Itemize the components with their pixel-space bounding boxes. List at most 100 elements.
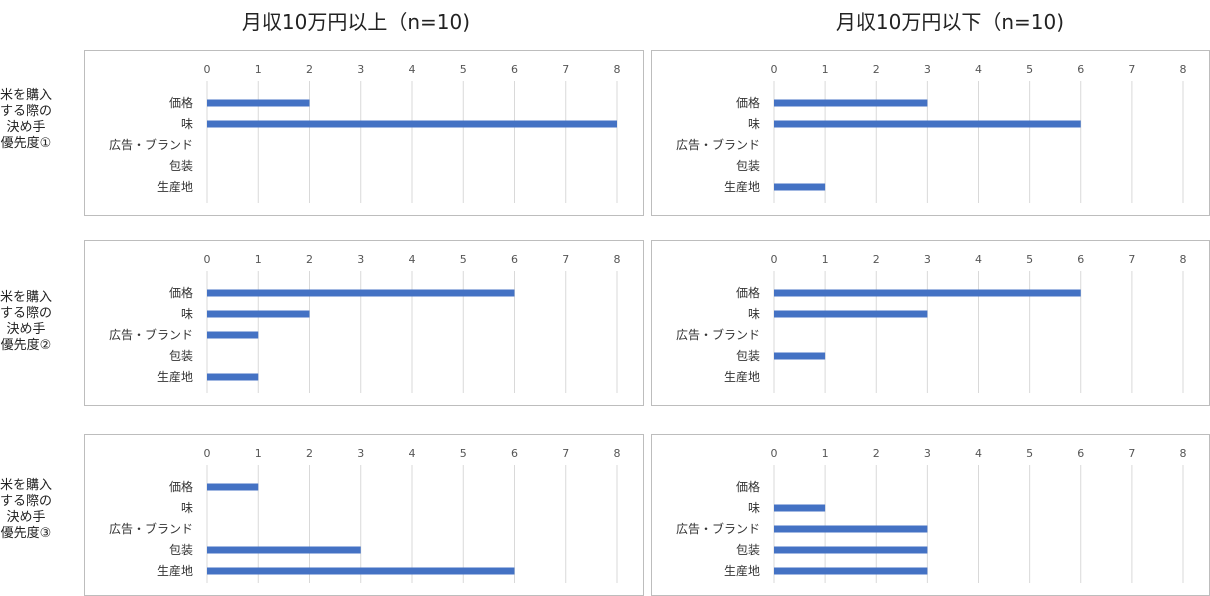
x-tick-label: 1	[822, 63, 829, 76]
x-tick-label: 5	[1026, 447, 1033, 460]
category-label: 生産地	[157, 179, 193, 194]
category-label: 味	[748, 501, 760, 515]
category-label: 包装	[169, 159, 193, 173]
bar	[774, 352, 826, 360]
row-label-priority-2: 米を購入 する際の 決め手 優先度②	[0, 290, 53, 353]
x-tick-label: 3	[357, 253, 364, 266]
x-tick-label: 8	[1180, 63, 1187, 76]
category-label: 価格	[169, 95, 193, 110]
category-label: 包装	[736, 349, 760, 363]
x-tick-label: 0	[204, 63, 211, 76]
bar	[207, 289, 515, 297]
x-tick-label: 2	[306, 253, 313, 266]
x-tick-label: 4	[975, 253, 982, 266]
bar	[774, 183, 826, 191]
category-label: 広告・ブランド	[109, 521, 193, 536]
bar	[774, 525, 928, 533]
chart-panel-priority-1-low: 0 1 2 3 4 5 6 7 8 価格味広告・ブランド 包装 生産地	[651, 50, 1210, 216]
bar	[774, 120, 1081, 128]
category-label: 価格	[736, 95, 760, 110]
x-tick-label: 6	[511, 63, 518, 76]
chart-panel-priority-3-low: 0 1 2 3 4 5 6 7 8 価格味広告・ブランド 包装 生産地	[651, 434, 1210, 596]
x-tick-label: 4	[409, 253, 416, 266]
x-tick-label: 6	[1077, 447, 1084, 460]
x-tick-label: 7	[562, 253, 569, 266]
category-label: 生産地	[724, 179, 760, 194]
row-label-priority-3: 米を購入 する際の 決め手 優先度③	[0, 478, 53, 541]
chart-panel-priority-2-low: 0 1 2 3 4 5 6 7 8 価格味広告・ブランド 包装 生産地	[651, 240, 1210, 406]
x-tick-label: 2	[873, 253, 880, 266]
chart-panel-priority-2-high: 0 1 2 3 4 5 6 7 8 価格味広告・ブランド 包装 生産地	[84, 240, 644, 406]
category-label: 価格	[169, 285, 193, 300]
category-label: 生産地	[157, 369, 193, 384]
category-label: 生産地	[157, 563, 193, 578]
category-label: 価格	[169, 479, 193, 494]
category-label: 広告・ブランド	[109, 327, 193, 342]
bar	[207, 120, 617, 128]
x-tick-label: 2	[873, 63, 880, 76]
x-tick-label: 4	[409, 63, 416, 76]
x-tick-label: 3	[924, 63, 931, 76]
category-label: 広告・ブランド	[676, 327, 760, 342]
bar	[774, 99, 928, 107]
x-tick-label: 7	[1128, 447, 1135, 460]
x-tick-label: 0	[771, 63, 778, 76]
bar	[207, 546, 361, 554]
x-tick-label: 0	[771, 447, 778, 460]
x-tick-label: 1	[255, 63, 262, 76]
bar	[207, 567, 515, 575]
category-label: 味	[748, 117, 760, 131]
x-tick-label: 5	[460, 253, 467, 266]
category-label: 生産地	[724, 369, 760, 384]
x-tick-label: 6	[511, 253, 518, 266]
category-label: 生産地	[724, 563, 760, 578]
x-tick-label: 8	[1180, 253, 1187, 266]
x-tick-label: 5	[460, 447, 467, 460]
x-tick-label: 6	[511, 447, 518, 460]
x-tick-label: 4	[409, 447, 416, 460]
category-label: 価格	[736, 285, 760, 300]
category-label: 広告・ブランド	[676, 521, 760, 536]
x-tick-label: 8	[614, 253, 621, 266]
bar	[207, 483, 259, 491]
category-label: 広告・ブランド	[109, 137, 193, 152]
x-tick-label: 1	[822, 253, 829, 266]
x-tick-label: 7	[562, 63, 569, 76]
x-tick-label: 8	[614, 447, 621, 460]
x-tick-label: 8	[1180, 447, 1187, 460]
category-label: 広告・ブランド	[676, 137, 760, 152]
bar	[774, 504, 826, 512]
x-tick-label: 3	[924, 447, 931, 460]
x-tick-label: 1	[255, 253, 262, 266]
category-label: 包装	[169, 543, 193, 557]
column-title-low-income: 月収10万円以下（n=10)	[835, 10, 1065, 34]
x-tick-label: 0	[204, 447, 211, 460]
x-tick-label: 2	[306, 447, 313, 460]
category-label: 味	[748, 307, 760, 321]
x-tick-label: 7	[1128, 253, 1135, 266]
x-tick-label: 6	[1077, 253, 1084, 266]
x-tick-label: 3	[357, 63, 364, 76]
x-tick-label: 6	[1077, 63, 1084, 76]
bar	[207, 373, 259, 381]
x-tick-label: 3	[924, 253, 931, 266]
bar	[774, 567, 928, 575]
chart-panel-priority-1-high: 0 1 2 3 4 5 6 7 8 価格味広告・ブランド 包装 生産地	[84, 50, 644, 216]
row-label-priority-1: 米を購入 する際の 決め手 優先度①	[0, 88, 53, 151]
category-label: 包装	[736, 543, 760, 557]
category-label: 味	[181, 307, 193, 321]
x-tick-label: 8	[614, 63, 621, 76]
category-label: 価格	[736, 479, 760, 494]
bar	[207, 99, 310, 107]
category-label: 包装	[736, 159, 760, 173]
x-tick-label: 0	[204, 253, 211, 266]
x-tick-label: 7	[1128, 63, 1135, 76]
category-label: 味	[181, 117, 193, 131]
x-tick-label: 4	[975, 63, 982, 76]
chart-panel-priority-3-high: 0 1 2 3 4 5 6 7 8 価格味広告・ブランド 包装 生産地	[84, 434, 644, 596]
bar	[774, 310, 928, 318]
x-tick-label: 4	[975, 447, 982, 460]
